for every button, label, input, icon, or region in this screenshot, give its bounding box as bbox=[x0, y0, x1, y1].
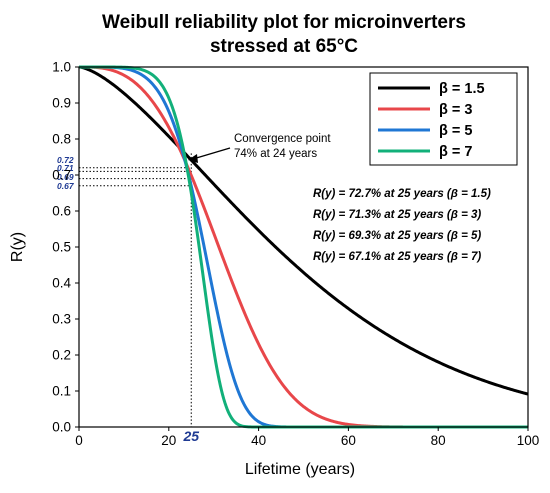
y-tick-label: 1.0 bbox=[52, 60, 71, 75]
x-tick-label: 40 bbox=[251, 433, 266, 448]
x-tick-label: 20 bbox=[161, 433, 176, 448]
note-beta-7: R(y) = 67.1% at 25 years (β = 7) bbox=[313, 251, 481, 263]
legend-label: β = 1.5 bbox=[439, 81, 485, 97]
marker-layer: 25 0.720.710.690.67 bbox=[57, 153, 199, 444]
y-tick-label: 0.5 bbox=[52, 240, 71, 255]
note-beta-3: R(y) = 71.3% at 25 years (β = 3) bbox=[313, 209, 481, 221]
convergence-arrow bbox=[192, 147, 231, 160]
y-tick-label: 0.3 bbox=[52, 312, 71, 327]
chart-title-line1: Weibull reliability plot for microinvert… bbox=[102, 12, 466, 33]
series-line-0 bbox=[78, 65, 529, 396]
y-axis-label: R(y) bbox=[9, 232, 26, 262]
reliability-notes: R(y) = 72.7% at 25 years (β = 1.5) R(y) … bbox=[313, 188, 491, 263]
convergence-arrowhead bbox=[188, 154, 198, 163]
y-marker-label: 0.71 bbox=[57, 163, 74, 173]
ticks-layer: 0.0 0.1 0.2 0.3 0.4 0.5 0.6 0.7 0.8 0.9 1.0 0 20 40 60… bbox=[52, 60, 539, 449]
y-tick-label: 0.8 bbox=[52, 132, 71, 147]
y-tick-label: 0.7 bbox=[52, 168, 71, 183]
x-marker-label: 25 bbox=[182, 428, 199, 444]
y-tick-label: 0.0 bbox=[52, 420, 71, 435]
legend-items: β = 1.5 β = 3 β = 5 β = 7 bbox=[378, 81, 485, 160]
note-beta-5: R(y) = 69.3% at 25 years (β = 5) bbox=[313, 230, 481, 242]
x-tick-label: 80 bbox=[431, 433, 446, 448]
legend-label: β = 3 bbox=[439, 102, 472, 118]
y-tick-label: 0.4 bbox=[52, 276, 71, 291]
note-beta-1-5: R(y) = 72.7% at 25 years (β = 1.5) bbox=[313, 188, 491, 200]
legend-label: β = 5 bbox=[439, 123, 472, 139]
convergence-annotation: Convergence point 74% at 24 years bbox=[188, 133, 331, 163]
convergence-label-line2: 74% at 24 years bbox=[234, 148, 317, 160]
x-axis-label: Lifetime (years) bbox=[245, 461, 355, 478]
y-tick-label: 0.2 bbox=[52, 348, 71, 363]
x-tick-label: 60 bbox=[341, 433, 356, 448]
convergence-label-line1: Convergence point bbox=[234, 133, 331, 145]
x-tick-label: 0 bbox=[75, 433, 83, 448]
chart-title-line2: stressed at 65°C bbox=[210, 36, 358, 57]
y-tick-label: 0.9 bbox=[52, 96, 71, 111]
legend: β = 1.5 β = 3 β = 5 β = 7 bbox=[369, 72, 518, 166]
y-tick-label: 0.1 bbox=[52, 384, 71, 399]
x-tick-label: 100 bbox=[517, 433, 540, 448]
y-tick-label: 0.6 bbox=[52, 204, 71, 219]
legend-label: β = 7 bbox=[439, 144, 472, 160]
y-marker-label: 0.67 bbox=[57, 181, 75, 191]
y-marker-label: 0.69 bbox=[57, 172, 74, 182]
y-marker-label: 0.72 bbox=[57, 155, 74, 165]
